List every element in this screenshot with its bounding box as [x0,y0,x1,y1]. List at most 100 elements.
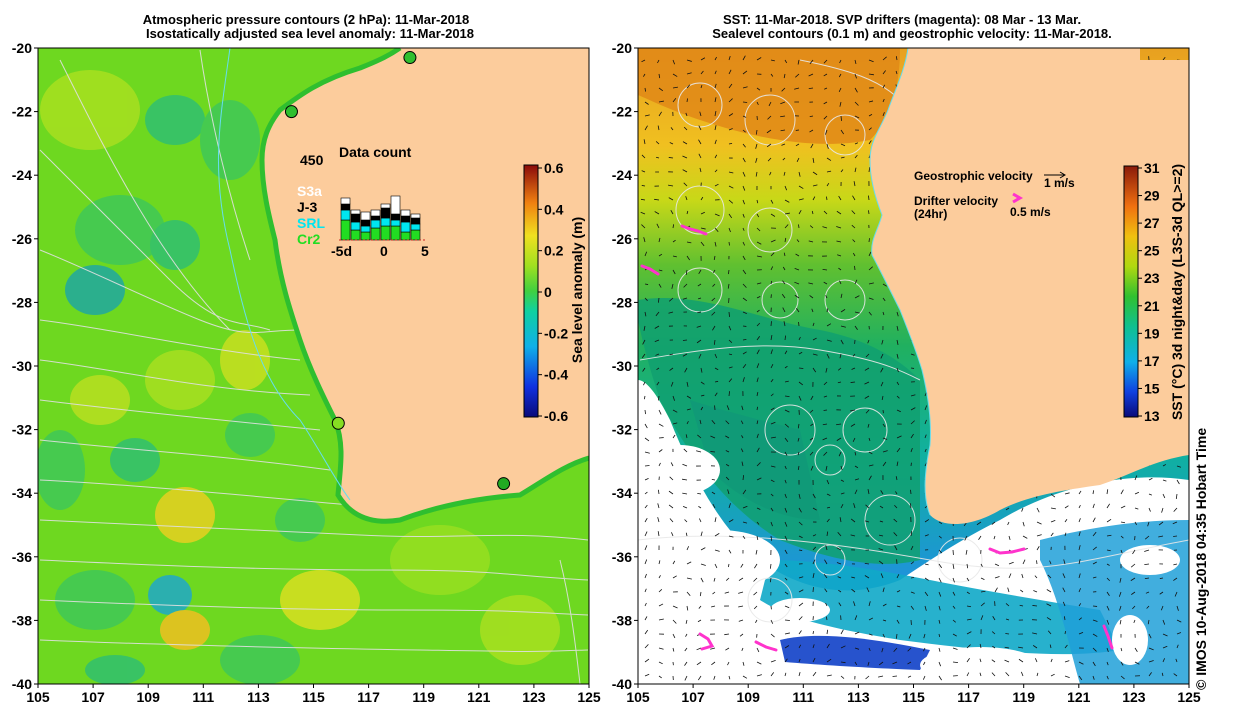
velocity-arrow [850,381,856,383]
velocity-arrow [864,381,870,385]
right-map[interactable] [638,48,1189,684]
velocity-arrow [796,157,800,163]
x-tick-label: 115 [902,689,925,705]
velocity-arrow [699,111,702,117]
velocity-arrow [924,605,927,611]
velocity-arrow [1106,563,1110,566]
left-map[interactable] [35,48,589,685]
velocity-arrow [672,434,676,439]
velocity-arrow [642,339,646,345]
velocity-arrow [850,409,856,412]
velocity-arrow [826,506,831,509]
velocity-arrow [644,616,648,621]
velocity-arrow [727,661,730,666]
left-title-line2: Isostatically adjusted sea level anomaly… [146,26,474,41]
velocity-arrow [882,619,887,622]
sst-tick-label: 13 [1144,408,1160,424]
velocity-arrow [742,70,748,75]
data-count-bar-segment [370,215,381,221]
velocity-arrow [700,196,704,201]
velocity-arrow [1022,559,1026,565]
velocity-arrow [685,434,688,439]
velocity-arrow [991,672,996,677]
velocity-arrow [1133,619,1136,624]
velocity-arrow [966,644,971,649]
velocity-arrow [924,434,927,439]
velocity-arrow [658,253,663,257]
velocity-arrow [882,56,887,61]
velocity-arrow [923,661,926,666]
x-tick-label: 123 [522,689,546,705]
velocity-arrow [1064,518,1068,523]
right-axes: 105 107 109 111 113 115 117 119 121 123 125 -20 -22 -… [612,40,1201,705]
velocity-arrow [685,112,688,117]
velocity-arrow [714,563,718,569]
velocity-arrow [683,126,688,131]
sst-colorbar-ramp [1123,165,1139,418]
velocity-arrow [924,591,929,597]
velocity-arrow [770,421,776,425]
velocity-arrow [1175,658,1178,663]
velocity-arrow [1005,618,1010,621]
velocity-arrow [782,307,786,313]
velocity-arrow [908,633,912,639]
velocity-arrow [784,493,787,499]
velocity-arrow [854,631,860,635]
velocity-arrow [657,503,660,509]
velocity-arrow [825,545,828,551]
velocity-arrow [796,239,800,243]
velocity-arrow [742,475,744,481]
velocity-arrow [672,239,676,243]
sla-tick-label: 0 [544,284,552,300]
velocity-arrow [812,671,817,677]
data-count-bar-segment [400,221,411,233]
velocity-arrow [641,154,646,159]
sla-tick-label: 0.2 [544,243,564,259]
velocity-arrow [838,267,842,271]
velocity-arrow [742,489,747,495]
velocity-arrow [728,113,734,117]
x-tick-label: 113 [247,689,270,705]
velocity-arrow [840,309,846,313]
velocity-arrow [670,462,674,467]
legend-j3: J-3 [297,199,317,215]
velocity-arrow [1032,632,1038,635]
data-count-bar-segment [380,203,391,209]
velocity-arrow [712,591,716,595]
velocity-arrow [824,87,828,90]
velocity-arrow [882,603,887,607]
velocity-arrow [1176,465,1182,468]
velocity-arrow [1047,574,1052,579]
velocity-arrow [823,395,828,398]
velocity-arrow [1162,493,1166,499]
velocity-legend: Geostrophic velocity 1 m/s Drifter veloc… [914,169,1075,221]
velocity-arrow [952,563,955,569]
velocity-arrow [1174,591,1178,597]
velocity-arrow [798,602,804,607]
velocity-arrow [966,563,969,569]
y-tick-label: -34 [612,485,632,501]
velocity-arrow [868,633,873,636]
velocity-arrow [910,407,916,411]
velocity-arrow [882,423,886,428]
velocity-arrow [840,339,844,345]
velocity-arrow [784,451,788,456]
velocity-arrow [742,129,746,133]
velocity-arrow [826,196,828,201]
data-count-tick: 0 [380,243,388,259]
velocity-arrow [868,437,871,442]
velocity-arrow [658,618,664,621]
velocity-arrow [1148,477,1153,481]
velocity-arrow [825,465,828,471]
velocity-arrow [770,465,776,468]
velocity-arrow [696,661,702,666]
velocity-arrow [1162,633,1168,637]
velocity-arrow [923,647,926,652]
velocity-arrow [756,363,760,369]
velocity-arrow [1134,475,1138,481]
velocity-arrow [938,535,942,539]
velocity-arrow [643,73,646,77]
velocity-arrow [909,503,912,509]
data-count-bar-segment [350,209,361,215]
velocity-arrow [837,367,842,371]
